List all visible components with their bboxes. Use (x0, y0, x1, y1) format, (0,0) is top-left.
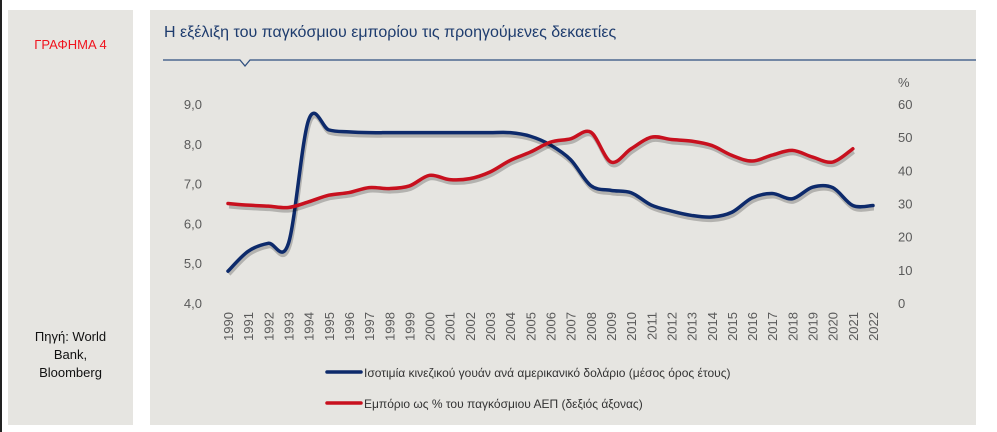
series-line-yuan-usd (226, 111, 875, 273)
right-axis-tick: 50 (898, 130, 912, 145)
x-axis-tick: 1994 (302, 312, 317, 341)
left-axis-tick: 4,0 (184, 296, 202, 311)
right-axis-tick: 60 (898, 97, 912, 112)
right-axis-tick: 30 (898, 197, 912, 212)
x-axis-tick: 2005 (523, 312, 538, 341)
series-shadow (227, 114, 875, 276)
source-line: Πηγή: World (34, 329, 107, 344)
x-axis-tick: 1990 (221, 312, 236, 341)
x-axis-tick: 2008 (584, 312, 599, 341)
series-shadow (228, 132, 856, 213)
x-axis-tick: 2022 (866, 312, 881, 341)
x-axis-tick: 2018 (785, 312, 800, 341)
x-axis-tick: 2004 (503, 312, 518, 341)
x-axis-tick: 1998 (382, 312, 397, 341)
source-note: Πηγή: World Bank, Bloomberg (8, 328, 133, 382)
right-axis-tick: 40 (898, 163, 912, 178)
window-edge (0, 0, 2, 432)
source-line: Bank, (53, 347, 88, 362)
left-axis-tick: 8,0 (184, 137, 202, 152)
x-axis-tick: 2013 (685, 312, 700, 341)
series-line-trade-gdp (226, 129, 855, 210)
x-axis-tick: 2001 (443, 312, 458, 341)
x-axis-tick: 2015 (725, 312, 740, 341)
chart-title: Η εξέλιξη του παγκόσμιου εμπορίου τις πρ… (164, 24, 617, 41)
chart-panel: Η εξέλιξη του παγκόσμιου εμπορίου τις πρ… (150, 10, 976, 425)
x-axis-tick: 2019 (806, 312, 821, 341)
legend-label: Εμπόριο ως % του παγκόσμιου ΑΕΠ (δεξιός … (364, 397, 643, 411)
right-axis-tick: 10 (898, 263, 912, 278)
left-axis-tick: 9,0 (184, 97, 202, 112)
x-axis-tick: 1999 (402, 312, 417, 341)
left-axis-tick: 5,0 (184, 256, 202, 271)
x-axis-tick: 1995 (322, 312, 337, 341)
x-axis-tick: 2010 (624, 312, 639, 341)
side-panel: ΓΡΑΦΗΜΑ 4 Πηγή: World Bank, Bloomberg (8, 10, 133, 425)
right-axis-tick: 0 (898, 296, 905, 311)
x-axis-tick: 1992 (261, 312, 276, 341)
x-axis-tick: 2012 (664, 312, 679, 341)
x-axis-tick: 2002 (463, 312, 478, 341)
x-axis-tick: 1991 (241, 312, 256, 341)
x-axis-tick: 1997 (362, 312, 377, 341)
right-axis-label: % (898, 75, 910, 90)
x-axis-tick: 2017 (765, 312, 780, 341)
x-axis-tick: 2000 (423, 312, 438, 341)
left-axis-tick: 7,0 (184, 177, 202, 192)
x-axis-tick: 2014 (705, 312, 720, 341)
x-axis-tick: 2016 (745, 312, 760, 341)
title-underline (163, 59, 976, 68)
x-axis-tick: 1993 (281, 312, 296, 341)
x-axis-tick: 2020 (826, 312, 841, 341)
legend-label: Ισοτιμία κινεζικού γουάν ανά αμερικανικό… (364, 366, 730, 380)
right-axis-tick: 20 (898, 230, 912, 245)
x-axis-tick: 2021 (846, 312, 861, 341)
source-line: Bloomberg (39, 365, 102, 380)
chart-svg: 4,0 5,0 6,0 7,0 8,0 9,0 0 10 20 30 40 50 60% 1990 1991… (163, 59, 976, 411)
left-axis-tick: 6,0 (184, 216, 202, 231)
x-axis-tick: 1996 (342, 312, 357, 341)
x-axis-tick: 2011 (644, 312, 659, 340)
x-axis-tick: 2003 (483, 312, 498, 341)
x-axis-tick: 2007 (564, 312, 579, 341)
x-axis-tick: 2009 (604, 312, 619, 341)
figure-label: ΓΡΑΦΗΜΑ 4 (34, 37, 107, 52)
x-axis-tick: 2006 (544, 312, 559, 341)
